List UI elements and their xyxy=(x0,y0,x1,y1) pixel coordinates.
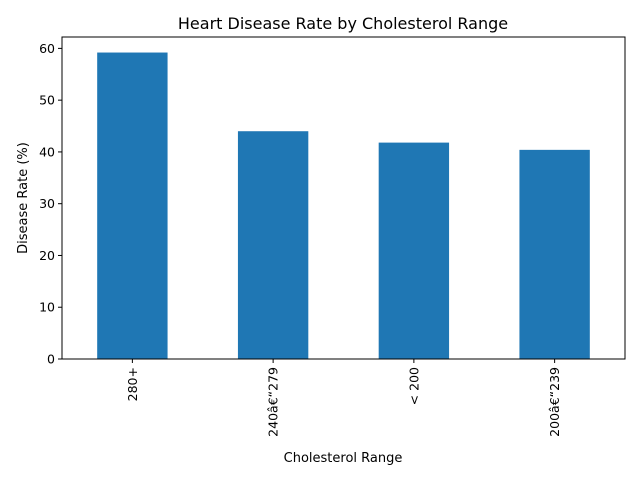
bar-1 xyxy=(237,131,309,359)
x-axis-label: Cholesterol Range xyxy=(284,451,403,466)
bars-group xyxy=(97,52,590,359)
bar-0 xyxy=(97,52,168,359)
y-tick-label: 60 xyxy=(39,41,55,56)
y-axis: 0 10 20 30 40 50 60 xyxy=(39,41,62,367)
x-tick-label: 240â€“279 xyxy=(266,367,281,437)
bar-3 xyxy=(519,149,590,359)
bar-2 xyxy=(378,142,450,359)
y-tick-label: 20 xyxy=(39,248,55,263)
chart-title: Heart Disease Rate by Cholesterol Range xyxy=(178,14,508,33)
x-tick-label: 280+ xyxy=(125,367,140,401)
y-tick-label: 0 xyxy=(47,352,55,367)
y-tick-label: 50 xyxy=(39,93,55,108)
x-tick-label: < 200 xyxy=(406,367,421,405)
plot-frame xyxy=(61,36,626,360)
x-axis: 280+ 240â€“279 < 200 200â€“239 xyxy=(125,359,562,437)
y-tick-label: 10 xyxy=(39,300,55,315)
y-tick-label: 30 xyxy=(39,196,55,211)
x-tick-label: 200â€“239 xyxy=(547,367,562,437)
y-tick-label: 40 xyxy=(39,144,55,159)
y-axis-label: Disease Rate (%) xyxy=(16,142,31,254)
